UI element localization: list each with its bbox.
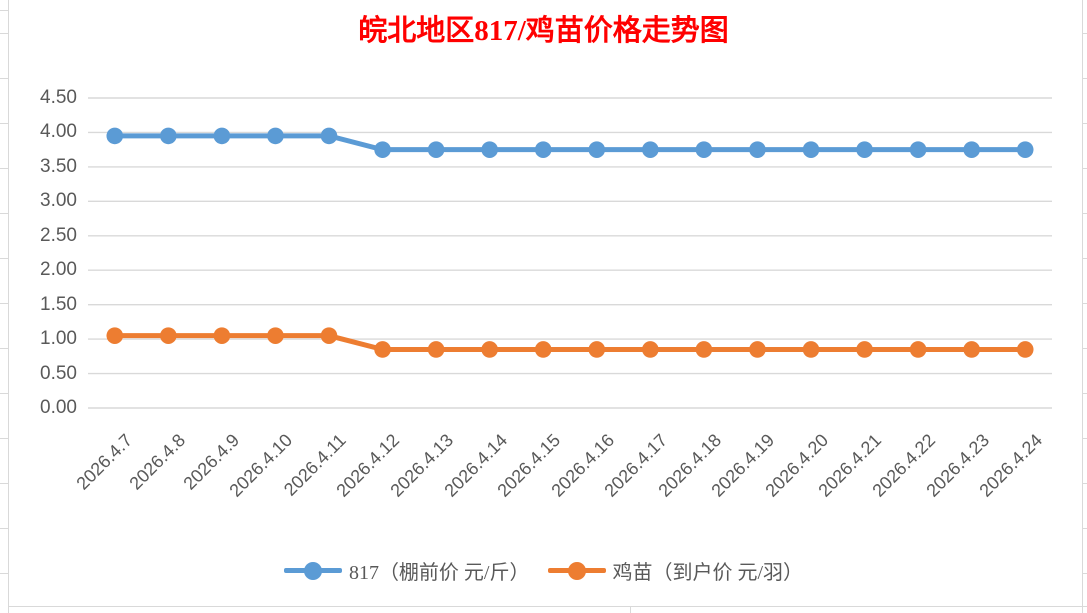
- spreadsheet-gridline: [1082, 168, 1087, 169]
- spreadsheet-gridline: [0, 573, 8, 574]
- data-point: [802, 141, 820, 158]
- chart-title: 皖北地区817/鸡苗价格走势图: [358, 15, 729, 47]
- data-point: [374, 341, 391, 358]
- spreadsheet-gridline: [1082, 213, 1087, 214]
- data-point: [588, 341, 606, 358]
- data-point: [267, 127, 284, 145]
- legend-line-marker-icon: [283, 561, 342, 580]
- data-point: [427, 141, 445, 158]
- series-line-1: [114, 333, 1026, 352]
- spreadsheet-gridline: [1082, 258, 1087, 259]
- spreadsheet-gridline: [1082, 33, 1087, 34]
- data-point: [1016, 141, 1034, 158]
- spreadsheet-gridline: [1082, 573, 1087, 574]
- data-point: [963, 141, 980, 158]
- spreadsheet-gridline: [1082, 393, 1087, 394]
- spreadsheet-gridline: [0, 258, 8, 259]
- data-point: [534, 141, 552, 158]
- spreadsheet-gridline: [8, 0, 9, 613]
- data-point: [802, 341, 820, 358]
- legend-item-0: 817（棚前价 元/斤）: [283, 556, 530, 585]
- legend-item-1: 鸡苗（到户价 元/羽）: [547, 556, 804, 585]
- legend-label: 817（棚前价 元/斤）: [348, 562, 530, 584]
- y-tick-label: 1.00: [40, 328, 77, 350]
- spreadsheet-gridline: [1082, 348, 1087, 349]
- y-tick-label: 1.50: [40, 293, 77, 315]
- spreadsheet-gridline: [630, 606, 631, 613]
- data-point: [481, 341, 498, 358]
- legend-label: 鸡苗（到户价 元/羽）: [612, 562, 804, 584]
- spreadsheet-gridline: [0, 123, 8, 124]
- data-point: [320, 127, 338, 145]
- data-point: [909, 141, 927, 158]
- spreadsheet-gridline: [0, 348, 8, 349]
- data-point: [1016, 341, 1034, 358]
- legend: 817（棚前价 元/斤） 鸡苗（到户价 元/羽）: [0, 556, 1087, 585]
- spreadsheet-gridline: [0, 483, 8, 484]
- spreadsheet-gridline: [0, 393, 8, 394]
- data-point: [695, 341, 713, 358]
- series-line-0: [114, 133, 1026, 153]
- legend-dot-icon: [303, 561, 322, 580]
- y-tick-label: 4.00: [40, 121, 77, 143]
- y-tick-label: 0.00: [40, 397, 77, 418]
- data-point: [963, 341, 980, 358]
- spreadsheet-gridline: [1082, 528, 1087, 529]
- data-point: [588, 141, 606, 158]
- data-point: [320, 327, 338, 344]
- spreadsheet-gridline: [1082, 123, 1087, 124]
- data-point: [213, 127, 231, 145]
- data-point: [267, 327, 284, 344]
- spreadsheet-gridline: [0, 78, 8, 79]
- spreadsheet-gridline: [1082, 483, 1087, 484]
- data-point: [106, 127, 124, 145]
- spreadsheet-gridline: [1082, 438, 1087, 439]
- y-tick-label: 4.50: [40, 87, 77, 108]
- data-point: [374, 141, 391, 158]
- spreadsheet-gridline: [1082, 303, 1087, 304]
- y-tick-label: 2.00: [40, 259, 77, 281]
- legend-dot-icon: [567, 561, 586, 580]
- data-point: [534, 341, 552, 358]
- legend-line-marker-icon: [547, 561, 606, 580]
- data-point: [856, 141, 873, 158]
- data-point: [695, 141, 713, 158]
- data-point: [106, 327, 124, 344]
- data-point: [160, 327, 177, 344]
- spreadsheet-gridline: [1082, 78, 1087, 79]
- spreadsheet-gridline: [0, 33, 8, 34]
- y-tick-label: 2.50: [40, 224, 77, 246]
- spreadsheet-gridline: [0, 438, 8, 439]
- data-point: [909, 341, 927, 358]
- y-tick-label: 3.50: [40, 155, 77, 177]
- data-point: [749, 141, 766, 158]
- spreadsheet-gridline: [0, 10, 8, 11]
- data-point: [427, 341, 445, 358]
- data-point: [749, 341, 766, 358]
- data-point: [856, 341, 873, 358]
- data-point: [481, 141, 498, 158]
- data-point: [642, 341, 659, 358]
- spreadsheet-gridline: [0, 168, 8, 169]
- y-tick-label: 0.50: [40, 362, 77, 384]
- spreadsheet-gridline: [0, 213, 8, 214]
- data-point: [213, 327, 231, 344]
- data-point: [160, 127, 177, 145]
- y-tick-label: 3.00: [40, 190, 77, 212]
- spreadsheet-gridline: [0, 303, 8, 304]
- data-point: [642, 141, 659, 158]
- spreadsheet-gridline: [8, 606, 1087, 607]
- spreadsheet-gridline: [0, 528, 8, 529]
- spreadsheet-gridline: [1082, 0, 1083, 613]
